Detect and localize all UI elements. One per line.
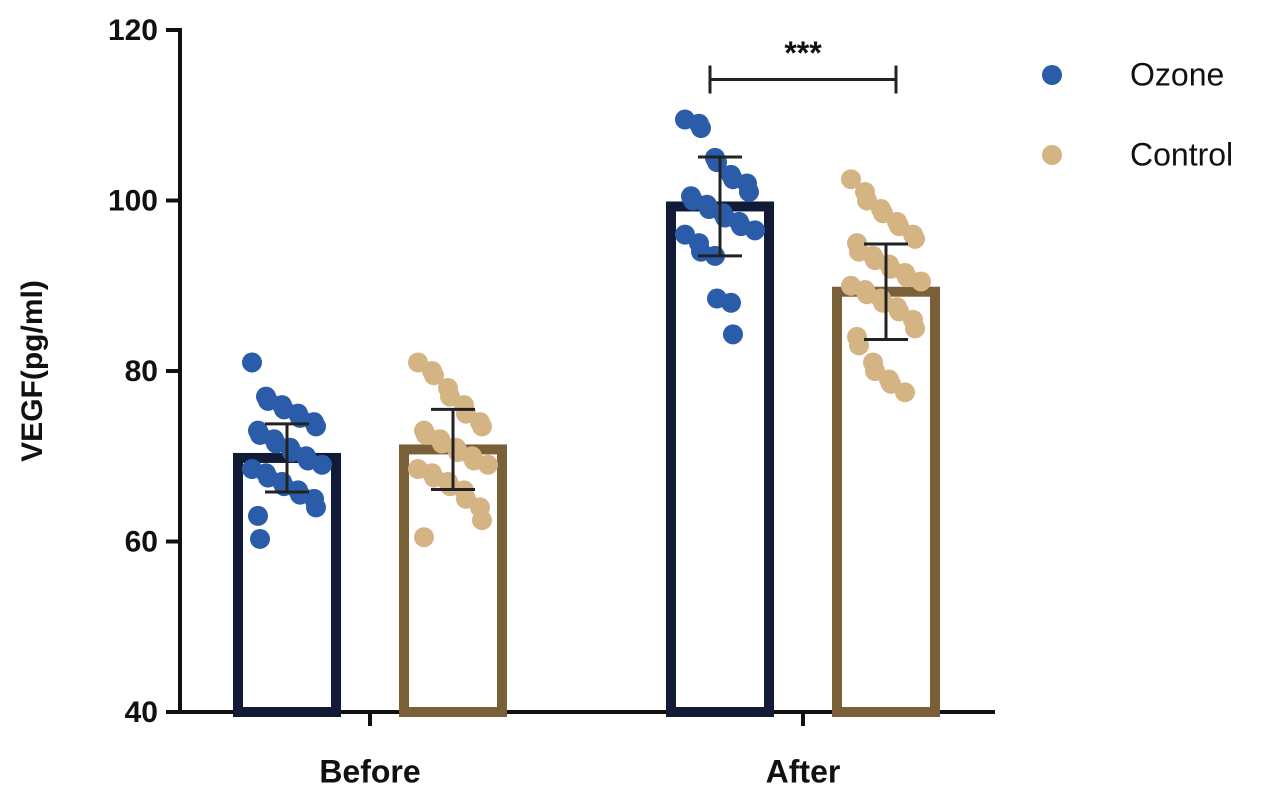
bar [832,286,940,717]
data-point [472,510,492,531]
data-point [250,528,270,549]
legend-label: Control [1130,136,1233,172]
x-tick-label: Before [319,753,420,789]
data-point [739,181,759,202]
data-point [911,271,931,292]
significance-bracket [708,65,898,94]
legend-label: Ozone [1130,56,1224,92]
data-point [905,318,925,339]
y-tick-label: 100 [108,184,158,217]
y-tick-label: 60 [125,525,158,558]
y-tick-label: 40 [125,696,158,729]
data-point [841,169,861,190]
significance-label: *** [784,35,822,71]
data-point [312,454,332,475]
error-bar [265,422,309,494]
data-point [414,527,434,548]
legend-marker [1042,65,1062,85]
data-point [895,382,915,403]
error-bar [864,242,908,341]
y-tick-label: 120 [108,14,158,47]
data-point [242,352,262,373]
bar [666,201,774,717]
x-tick-label: After [766,753,841,789]
data-point [478,454,498,475]
data-point [745,220,765,241]
data-point [424,365,444,386]
error-bar [698,155,742,258]
legend-marker [1042,145,1062,165]
data-point [306,416,326,437]
data-point [248,505,268,526]
data-point [306,497,326,518]
data-point [721,292,741,313]
data-point [691,118,711,139]
data-point [472,416,492,437]
data-point [905,228,925,249]
y-tick-label: 80 [125,355,158,388]
error-bar [431,407,475,491]
data-point [723,324,743,345]
y-axis-label: VEGF(pg/ml) [16,280,49,462]
